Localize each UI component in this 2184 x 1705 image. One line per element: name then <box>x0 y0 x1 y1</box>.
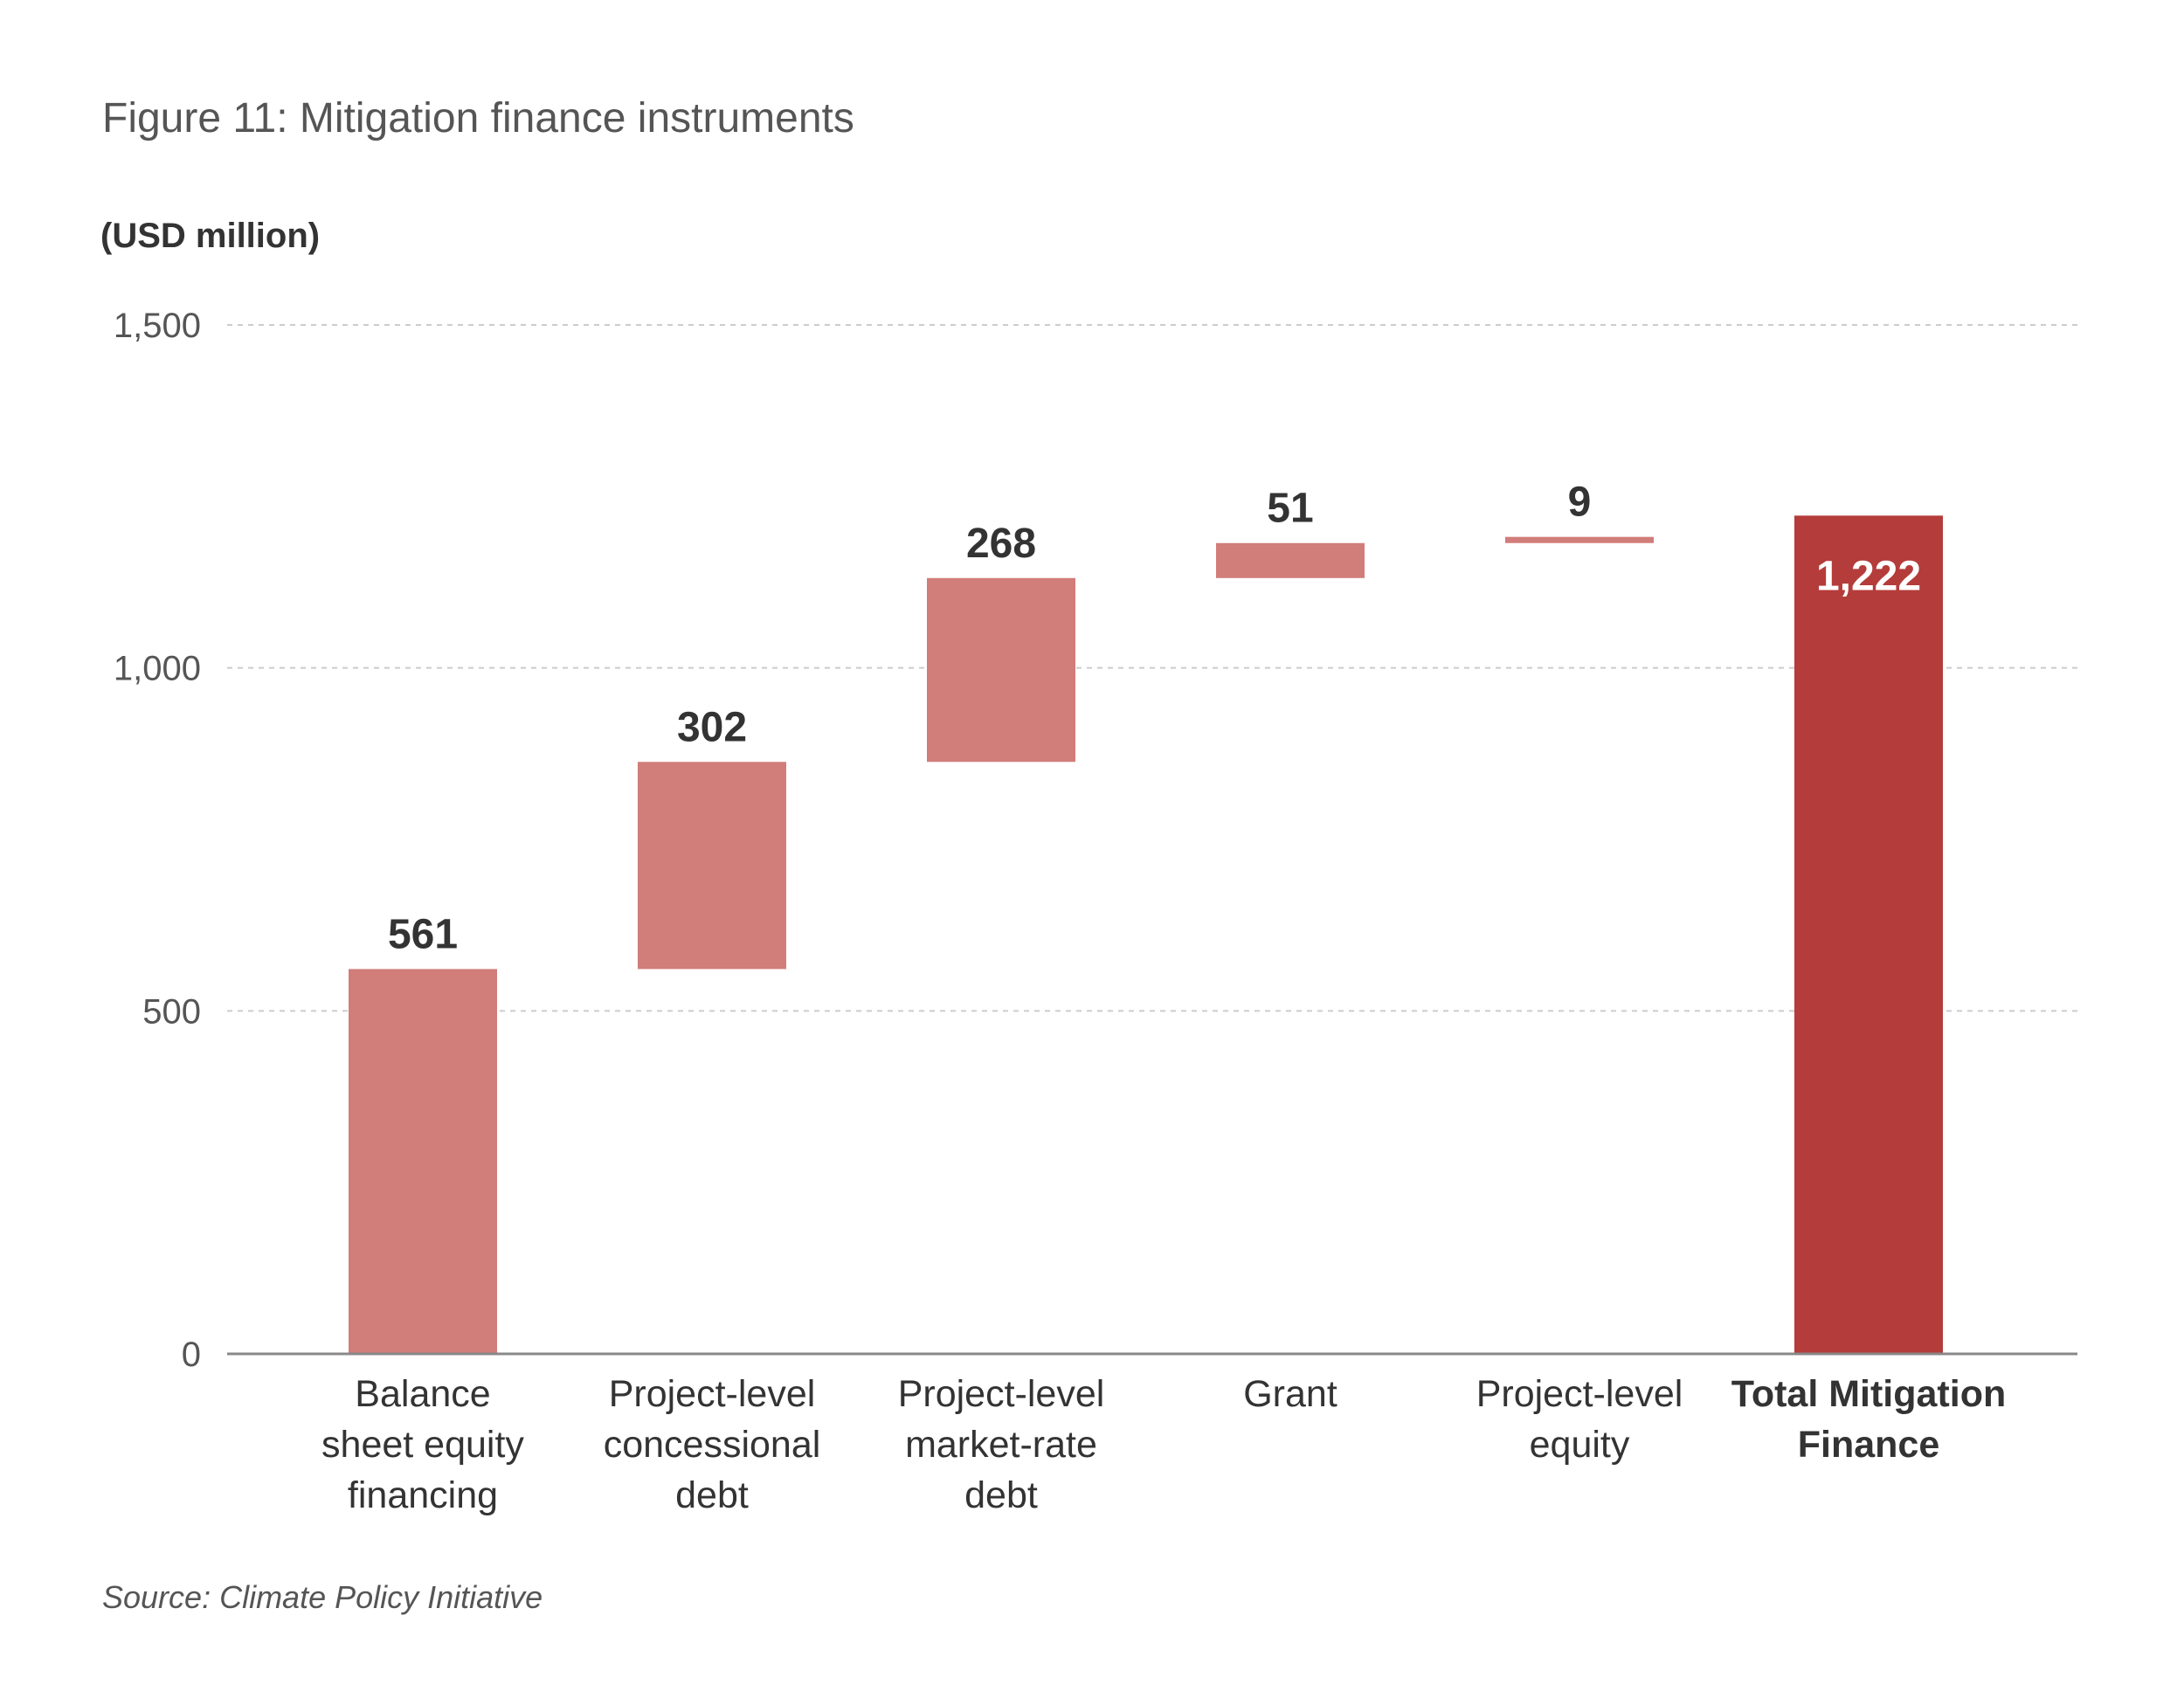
x-category-label: equity <box>1530 1424 1630 1466</box>
waterfall-bar <box>927 577 1075 763</box>
x-category-label: Balance <box>355 1373 490 1415</box>
data-label: 268 <box>966 521 1036 567</box>
x-category-label: concessional <box>604 1424 821 1466</box>
x-category-label: sheet equity <box>321 1424 524 1466</box>
data-label: 51 <box>1267 486 1313 532</box>
waterfall-bar <box>638 762 786 970</box>
x-category-label: Project-level <box>609 1373 816 1415</box>
waterfall-bar <box>349 969 497 1354</box>
y-tick-label: 500 <box>142 992 201 1031</box>
x-category-label: Grant <box>1243 1373 1337 1415</box>
data-label: 9 <box>1568 480 1592 526</box>
waterfall-bar <box>1216 542 1365 578</box>
x-category-label: debt <box>964 1474 1038 1516</box>
x-category-label: financing <box>348 1474 498 1516</box>
source-note: Source: Climate Policy Initiative <box>102 1579 543 1615</box>
waterfall-bar <box>1505 536 1654 543</box>
x-category-label: market-rate <box>905 1424 1097 1466</box>
data-label: 302 <box>677 704 747 750</box>
x-category-label: Project-level <box>898 1373 1105 1415</box>
x-category-label: debt <box>675 1474 749 1516</box>
chart-title: Figure 11: Mitigation finance instrument… <box>102 95 854 142</box>
data-label: 561 <box>388 911 458 957</box>
y-tick-label: 0 <box>182 1336 201 1374</box>
data-label: 1,222 <box>1816 553 1921 599</box>
x-category-label: Project-level <box>1476 1373 1683 1415</box>
y-tick-label: 1,000 <box>114 650 201 688</box>
total-bar <box>1794 515 1943 1354</box>
y-tick-label: 1,500 <box>114 307 201 345</box>
x-category-label: Finance <box>1798 1424 1940 1466</box>
x-category-label: Total Mitigation <box>1731 1373 2006 1415</box>
y-axis-unit-label: (USD million) <box>100 217 321 255</box>
